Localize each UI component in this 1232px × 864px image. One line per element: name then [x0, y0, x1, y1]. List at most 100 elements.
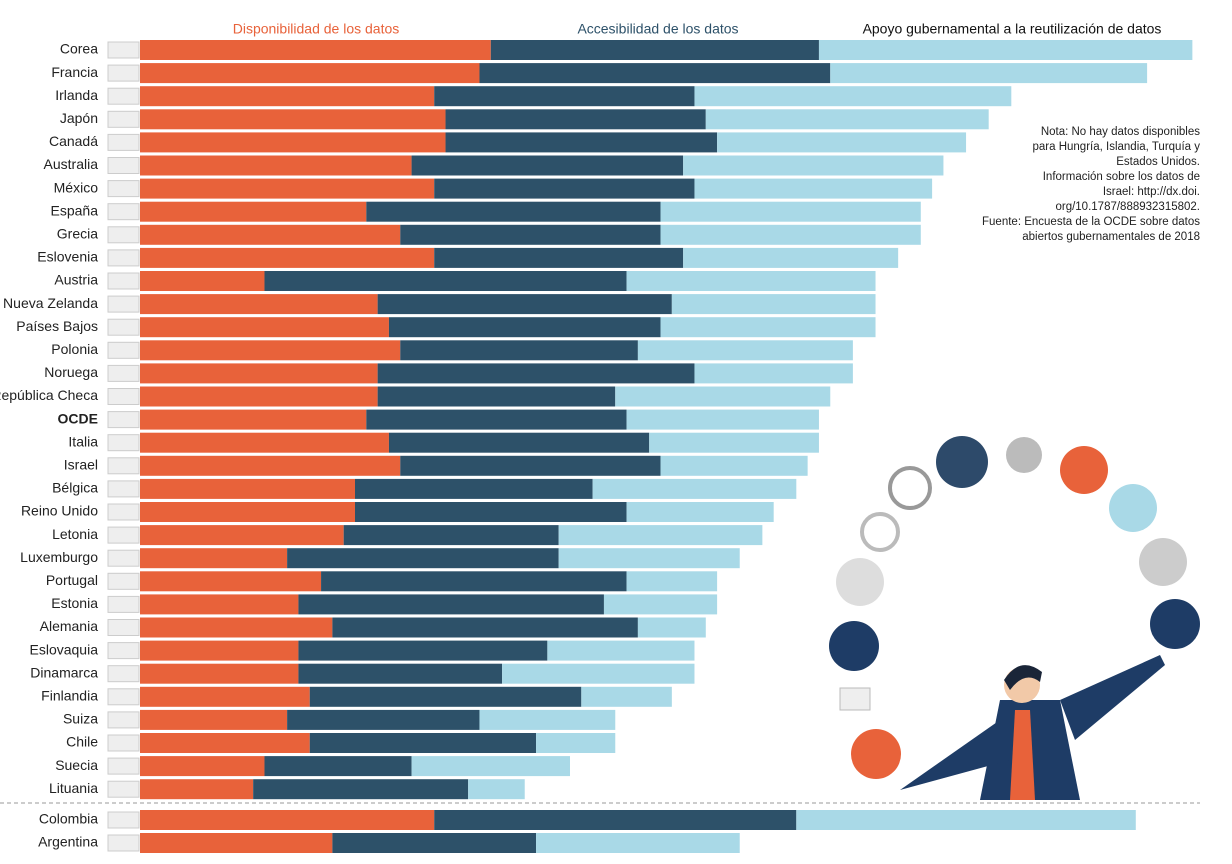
category-label: Luxemburgo	[20, 549, 98, 565]
bar-segment	[140, 733, 310, 753]
bar-segment	[140, 271, 265, 291]
category-label: Chile	[66, 734, 98, 750]
bar-segment	[434, 86, 695, 107]
flag	[107, 503, 140, 521]
bar-segment	[411, 155, 684, 176]
bar-segment	[140, 317, 389, 338]
bar-segment	[332, 617, 638, 638]
bar-segment	[140, 109, 446, 130]
bar-segment	[309, 686, 582, 707]
bar-segment	[140, 224, 401, 245]
legend-label: Disponibilidad de los datos	[233, 21, 400, 37]
category-label: Suiza	[63, 711, 98, 727]
bar-segment	[140, 478, 355, 499]
flag	[107, 780, 140, 798]
flag	[107, 572, 140, 590]
bar-segment	[298, 663, 503, 684]
bar-segment	[558, 548, 740, 569]
bar-segment	[140, 178, 435, 199]
category-label: Argentina	[38, 834, 98, 850]
bar-segment	[400, 340, 638, 361]
category-label: Irlanda	[55, 87, 98, 103]
flag	[107, 203, 140, 221]
flag	[107, 157, 140, 174]
category-label: Corea	[60, 41, 98, 57]
note-line: Nota: No hay datos disponibles	[1041, 126, 1200, 138]
bar-segment	[434, 178, 695, 199]
category-label: Israel	[64, 457, 98, 473]
flag	[107, 272, 140, 290]
category-label: Portugal	[46, 572, 98, 588]
bar-segment	[615, 386, 831, 407]
bar-segment	[140, 571, 322, 592]
bar-segment	[287, 548, 559, 569]
bar-segment	[298, 640, 548, 661]
bar-segment	[660, 201, 921, 222]
bar-segment	[140, 455, 401, 476]
flag	[107, 226, 140, 244]
note-line: Israel: http://dx.doi.	[1103, 186, 1200, 198]
bar-segment	[705, 109, 989, 130]
flag	[107, 318, 140, 336]
bar-segment	[140, 709, 288, 730]
bar-segment	[377, 386, 616, 407]
flag	[107, 180, 140, 198]
bar-segment	[818, 40, 1193, 60]
bar-segment	[140, 201, 367, 222]
bar-segment	[683, 247, 899, 268]
flag	[107, 87, 140, 105]
category-label: Italia	[68, 433, 98, 449]
category-label: Eslovenia	[37, 249, 98, 265]
bar-segment	[683, 155, 944, 176]
bar-segment	[536, 733, 616, 753]
note: Nota: No hay datos disponibles para Hungr…	[982, 126, 1200, 243]
flag	[107, 688, 140, 706]
bar-segment	[140, 663, 299, 684]
bar-segment	[694, 363, 853, 384]
category-label: Polonia	[51, 341, 98, 357]
bar-segment	[140, 340, 401, 361]
bar-segment	[536, 833, 740, 853]
bar-segment	[140, 640, 299, 661]
bar-segment	[140, 63, 480, 84]
flag	[107, 64, 140, 82]
bar-segment	[140, 594, 299, 615]
bar-segment	[140, 386, 378, 407]
bar-segment	[388, 317, 661, 338]
category-label: Australia	[44, 156, 99, 172]
bar-segment	[140, 686, 310, 707]
flag	[107, 295, 140, 313]
bar-segment	[140, 833, 333, 853]
category-label: Austria	[54, 272, 98, 288]
category-label: México	[54, 179, 99, 195]
bar-segment	[355, 478, 593, 499]
bar-segment	[626, 409, 819, 430]
bar-segment	[400, 455, 661, 476]
category-label: Finlandia	[41, 688, 98, 704]
category-label: Japón	[60, 110, 98, 126]
bar-segment	[140, 294, 378, 315]
bar-segment	[287, 709, 480, 730]
bar-segment	[366, 201, 661, 222]
bar-segment	[140, 155, 412, 176]
bar-segment	[660, 317, 876, 338]
flag	[107, 619, 140, 636]
flag	[107, 757, 140, 775]
bar-segment	[309, 733, 537, 753]
bar-segment	[445, 109, 706, 130]
bar-segment	[377, 294, 672, 315]
note-line: abiertos gubernamentales de 2018	[1022, 231, 1200, 243]
category-label: Canadá	[49, 133, 98, 149]
category-label: Noruega	[44, 364, 98, 380]
category-label: Países Bajos	[16, 318, 98, 334]
bar-segment	[434, 247, 684, 268]
flag	[107, 665, 140, 683]
category-label: Eslovaquia	[30, 641, 99, 657]
note-line: Información sobre los datos de	[1043, 171, 1200, 183]
bar-segment	[264, 756, 412, 777]
bar-segment	[626, 571, 718, 592]
bar-segment	[626, 502, 774, 522]
note-line: Estados Unidos.	[1116, 156, 1200, 168]
bar-segment	[434, 810, 797, 830]
flag	[107, 411, 140, 429]
